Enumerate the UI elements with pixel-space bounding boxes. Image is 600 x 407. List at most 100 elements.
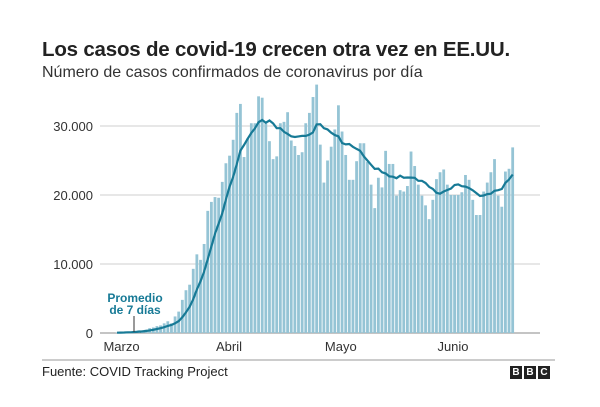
chart-title: Los casos de covid-19 crecen otra vez en… [42, 38, 510, 61]
bar [264, 123, 268, 334]
bar [500, 206, 504, 333]
bar [380, 187, 384, 333]
bar [398, 190, 402, 333]
bar [260, 97, 264, 334]
bar [445, 184, 449, 333]
bar [351, 179, 355, 333]
bar [289, 140, 293, 333]
bar [424, 205, 427, 333]
bar [275, 156, 279, 333]
bar [406, 186, 409, 333]
bar [300, 152, 304, 333]
bar [318, 144, 322, 333]
bar [431, 199, 435, 333]
bar [493, 159, 496, 333]
bar [438, 172, 442, 333]
bar [253, 123, 257, 334]
bar [395, 195, 398, 333]
bar [297, 154, 300, 333]
bar [384, 150, 388, 333]
bar [220, 181, 224, 333]
bar [311, 97, 315, 334]
bar [246, 138, 250, 333]
bar [507, 168, 511, 333]
bar [217, 197, 221, 333]
bar [271, 159, 275, 333]
x-tick-label: Marzo [103, 339, 139, 354]
bar [307, 112, 311, 333]
x-tick-label: Junio [437, 339, 468, 354]
x-tick-label: Abril [216, 339, 242, 354]
bar [474, 215, 478, 333]
bar [402, 191, 406, 333]
bar [166, 321, 170, 333]
bar [326, 160, 329, 333]
bar [362, 143, 366, 333]
bar [496, 195, 500, 333]
bar [416, 184, 420, 333]
bar [369, 184, 373, 333]
bar [188, 284, 191, 333]
y-tick-label: 0 [86, 326, 93, 341]
bar [504, 171, 507, 333]
bar [464, 174, 467, 333]
bar [293, 146, 297, 333]
bar [268, 141, 271, 333]
bar [478, 215, 482, 333]
bar [231, 139, 235, 333]
bar [209, 201, 213, 333]
bar [278, 123, 282, 334]
bar [206, 210, 210, 333]
bar [322, 182, 326, 333]
bar [329, 146, 333, 333]
bar [456, 195, 460, 333]
bar [460, 192, 464, 333]
bar [376, 177, 380, 333]
average-line [116, 118, 514, 334]
bar [427, 219, 431, 333]
bar [202, 243, 206, 333]
bar [173, 316, 177, 333]
bar [170, 323, 173, 333]
bar [224, 163, 228, 333]
bar [315, 84, 319, 333]
x-tick-label: Mayo [325, 339, 357, 354]
y-tick-label: 20.000 [53, 188, 93, 203]
bar [409, 151, 413, 333]
bar [304, 123, 308, 334]
bar [485, 182, 489, 333]
bar [453, 195, 456, 333]
bar [195, 254, 199, 333]
bar [511, 147, 515, 333]
bar [482, 191, 486, 333]
source-note: Fuente: COVID Tracking Project [42, 364, 228, 379]
bar [199, 259, 202, 333]
bar [355, 161, 358, 333]
bar [228, 155, 231, 333]
chart-subtitle: Número de casos confirmados de coronavir… [42, 64, 423, 81]
annotation-label-line2: de 7 días [109, 303, 161, 317]
bar [249, 123, 253, 334]
bar [366, 161, 369, 333]
bar [435, 179, 438, 333]
bar [239, 103, 242, 333]
bar [235, 112, 239, 333]
bar [420, 195, 424, 333]
bar [373, 208, 377, 333]
bar [442, 169, 446, 333]
bar [413, 166, 417, 333]
bar [391, 163, 395, 333]
bar [358, 143, 362, 333]
bar [449, 195, 453, 333]
bar [347, 179, 351, 333]
bar [213, 197, 217, 333]
y-tick-label: 10.000 [53, 257, 93, 272]
annotation-label-line1: Promedio [107, 291, 162, 305]
bar [333, 129, 337, 333]
bar [489, 172, 493, 333]
bar [337, 105, 340, 333]
bar [340, 131, 344, 333]
bar [471, 199, 475, 333]
